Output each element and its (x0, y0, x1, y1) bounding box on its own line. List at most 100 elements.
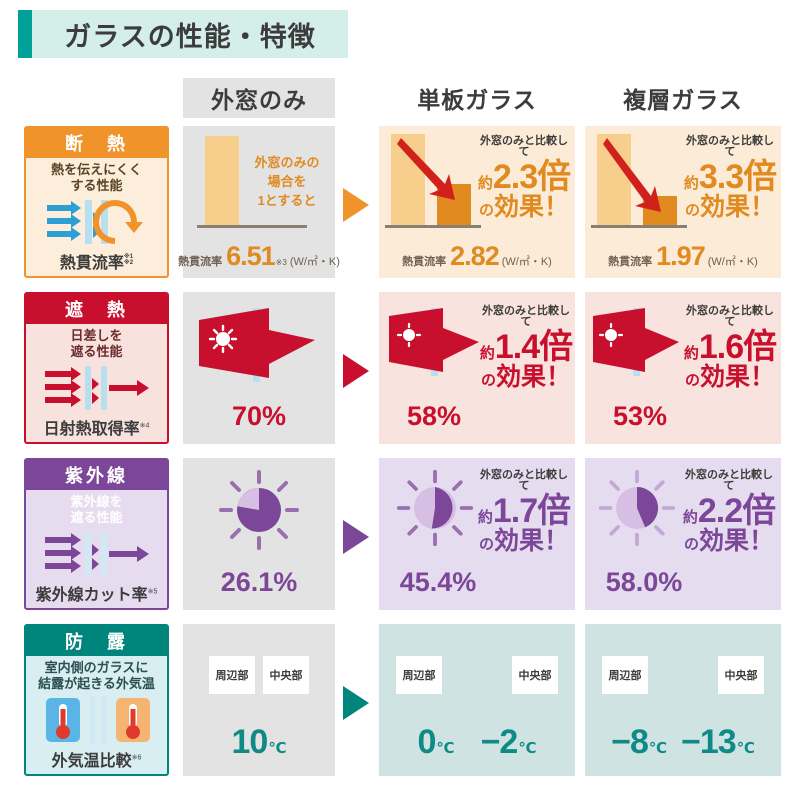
effect-text: の効果！ (684, 193, 776, 221)
row-condensation: 防 露 室内側のガラスに 結露が起きる外気温 (0, 618, 800, 788)
row-metric-label: 紫外線カット率※5 (36, 581, 158, 606)
desc-line-2: 遮る性能 (70, 344, 123, 360)
comparison-note: 外窓のみと比較して (686, 135, 774, 158)
value-line: 熱貫流率 1.97 (W/㎡・K) (585, 241, 781, 272)
temp-number: 10 (231, 723, 269, 761)
baseline-note-line-1: 外窓のみの (254, 155, 320, 170)
temp-number: −8 (611, 723, 649, 761)
comparison-callout: 外窓のみと比較して 約1.6倍 の効果！ (683, 306, 777, 390)
metric-footnote: ※6 (131, 754, 142, 762)
comparison-callout: 外窓のみと比較して 約1.4倍 の効果！ (479, 306, 573, 390)
desc-line-2: する性能 (70, 178, 123, 194)
row-label-uv: 紫外線 紫外線を 遮る性能 (24, 458, 169, 610)
row-shading: 遮 熱 日差しを 遮る性能 (0, 286, 800, 452)
multiplier-text: 約1.6倍 (683, 328, 777, 366)
bar-baseline (591, 225, 687, 228)
tag-center: 中央部 (718, 656, 764, 694)
solar-heat-arrow-icon (593, 308, 679, 376)
temperature-combined: 10 ℃ (232, 723, 287, 762)
metric-name: 熱貫流率 (59, 255, 124, 272)
desc-line-2: 遮る性能 (70, 510, 123, 526)
baseline-note: 外窓のみの 場合を 1とすると (241, 154, 333, 211)
sun-block-icon (41, 361, 153, 415)
uv-sun-pie-icon (396, 469, 474, 547)
cell-shading-double: 外窓のみと比較して 約1.6倍 の効果！ 53% (585, 292, 781, 444)
row-uv: 紫外線 紫外線を 遮る性能 (0, 452, 800, 618)
column-headers: 外窓のみ 単板ガラス 複層ガラス (0, 78, 800, 122)
value-unit: (W/㎡・K) (707, 256, 758, 268)
page-title: ガラスの性能・特徴 (64, 21, 316, 52)
bar-outer-window (205, 136, 239, 226)
temp-unit: ℃ (518, 740, 537, 757)
comparison-callout: 外窓のみと比較して 約2.3倍 の効果！ (475, 136, 573, 220)
multiplier-text: 約2.3倍 (477, 158, 571, 196)
comparison-note: 外窓のみと比較して (480, 469, 568, 492)
metric-name: 紫外線カット率 (35, 587, 148, 604)
temp-number: −2 (480, 723, 519, 761)
value-percent: 53% (612, 401, 668, 431)
tag-center: 中央部 (263, 656, 309, 694)
value-unit: (W/㎡・K) (289, 256, 340, 268)
row-label-insulation: 断 熱 熱を伝えにくく する性能 (24, 126, 169, 278)
value-unit: (W/㎡・K) (501, 256, 552, 268)
tag-edge: 周辺部 (602, 656, 648, 694)
effect-text: の効果！ (478, 193, 570, 221)
value-percent: 45.4% (399, 567, 477, 597)
cell-condensation-outer: 周辺部 中央部 10 ℃ (183, 624, 335, 776)
uv-sun-pie-icon (598, 469, 676, 547)
metric-footnote: ※4 (139, 422, 150, 430)
baseline-note-line-3: 1とすると (257, 192, 317, 208)
row-insulation: 断 熱 熱を伝えにくく する性能 (0, 120, 800, 286)
temperature-row: 0 ℃ −2 ℃ (379, 723, 575, 762)
effect-text: の効果！ (683, 527, 775, 555)
multiplier-text: 約2.2倍 (682, 492, 776, 530)
temperature-center: −2 ℃ (481, 723, 537, 762)
temp-unit: ℃ (648, 740, 668, 757)
row-arrow-shading (343, 354, 369, 388)
metric-name: 日射熱取得率 (43, 421, 140, 438)
tag-edge: 周辺部 (396, 656, 442, 694)
uv-sun-pie-icon (219, 470, 299, 550)
desc-line-1: 室内側のガラスに (44, 660, 149, 675)
bar-chart-single: 外窓のみと比較して 約2.3倍 の効果！ (379, 132, 575, 236)
row-arrow-insulation (343, 188, 369, 222)
tag-center: 中央部 (512, 656, 558, 694)
cell-condensation-single: 周辺部 中央部 0 ℃ −2 ℃ (379, 624, 575, 776)
value-line: 熱貫流率 6.51 ※3 (W/㎡・K) (178, 241, 340, 272)
value-label: 熱貫流率 (402, 256, 447, 268)
metric-name: 外気温比較 (51, 753, 132, 770)
temperature-row: 10 ℃ (183, 723, 335, 762)
row-label-shading: 遮 熱 日差しを 遮る性能 (24, 292, 169, 444)
row-label-body: 熱を伝えにくく する性能 (26, 158, 167, 276)
row-label-body: 紫外線を 遮る性能 (26, 490, 167, 608)
temp-unit: ℃ (736, 740, 755, 757)
solar-heat-arrow-icon (389, 308, 479, 376)
comparison-note: 外窓のみと比較して (482, 305, 570, 328)
row-label-body: 室内側のガラスに 結露が起きる外気温 (26, 656, 167, 774)
effect-text: の効果！ (684, 363, 776, 391)
temperature-edge: 0 ℃ (417, 723, 454, 762)
row-label-description: 紫外線を 遮る性能 (70, 494, 122, 527)
cell-insulation-outer: 外窓のみの 場合を 1とすると 熱貫流率 6.51 ※3 (W/㎡・K) (178, 126, 340, 278)
row-metric-label: 日射熱取得率※4 (44, 415, 150, 440)
row-metric-label: 外気温比較※6 (52, 747, 142, 772)
multiplier-text: 約1.4倍 (479, 328, 573, 366)
value-percent: 58% (406, 401, 462, 431)
desc-line-1: 紫外線を (70, 494, 123, 509)
cell-condensation-double: 周辺部 中央部 −8 ℃ −13 ℃ (585, 624, 781, 776)
column-header-outer-window: 外窓のみ (183, 78, 335, 118)
value-number: 2.82 (450, 241, 500, 271)
bar-chart-double: 外窓のみと比較して 約3.3倍 の効果！ (585, 132, 781, 236)
cell-insulation-single: 外窓のみと比較して 約2.3倍 の効果！ 熱貫流率 2.82 (W/㎡・K) (379, 126, 575, 278)
desc-line-1: 日差しを (70, 328, 123, 343)
bar-baseline (197, 225, 307, 228)
thermometer-icon (38, 693, 156, 747)
comparison-callout: 外窓のみと比較して 約3.3倍 の効果！ (681, 136, 779, 220)
comparison-callout: 外窓のみと比較して 約2.2倍 の効果！ (681, 470, 777, 554)
comparison-callout: 外窓のみと比較して 約1.7倍 の効果！ (477, 470, 571, 554)
value-percent: 70% (231, 401, 287, 431)
row-label-head: 紫外線 (26, 460, 167, 490)
tag-edge: 周辺部 (209, 656, 255, 694)
column-header-double-glass: 複層ガラス (623, 87, 743, 113)
